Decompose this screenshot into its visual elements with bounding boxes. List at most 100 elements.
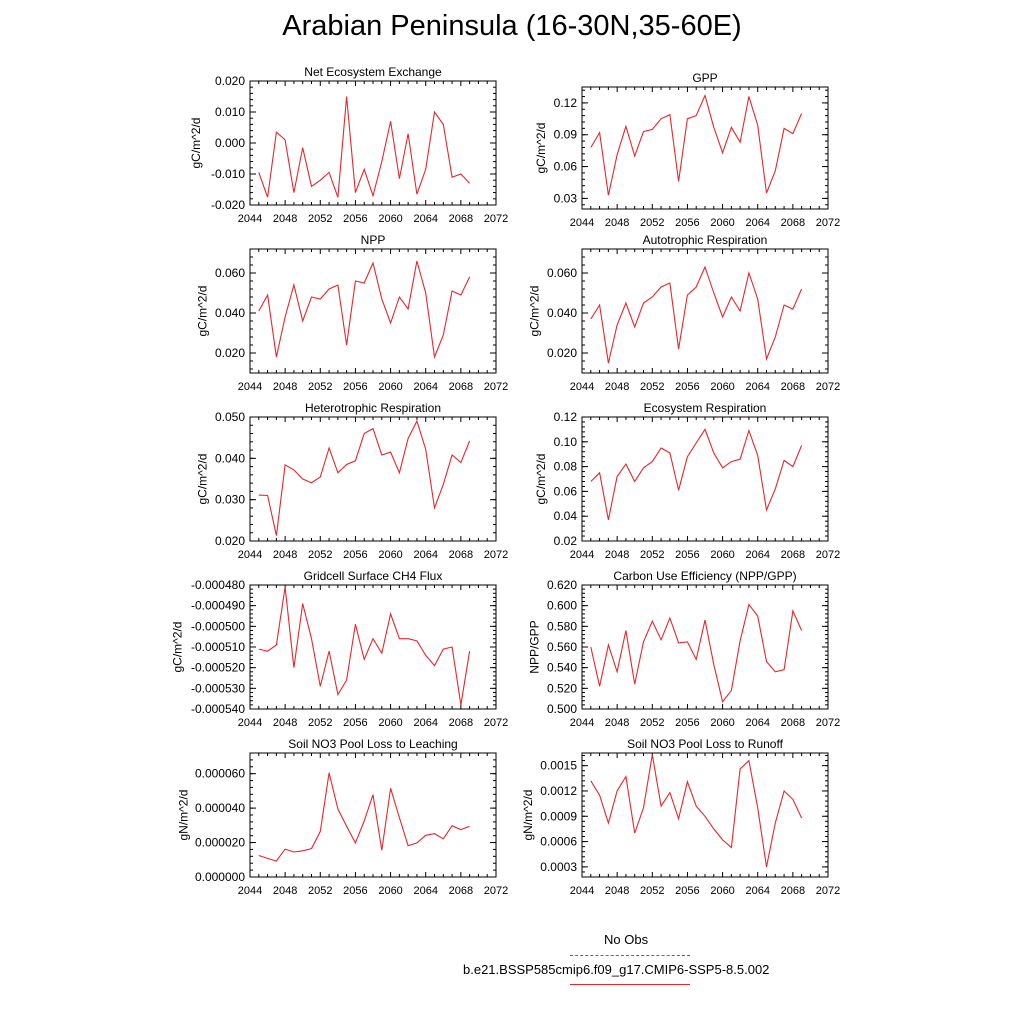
- x-tick-label: 2056: [675, 217, 699, 229]
- y-tick-label: 0.0015: [540, 759, 577, 773]
- series-line: [590, 428, 803, 521]
- x-tick-label: 2044: [570, 885, 594, 897]
- y-tick-label: 0.020: [215, 534, 245, 548]
- x-tick-label: 2048: [273, 717, 297, 729]
- x-tick-label: 2056: [343, 213, 367, 225]
- plot-frame: [581, 584, 829, 710]
- x-tick-label: 2072: [816, 717, 840, 729]
- x-tick-label: 2072: [816, 885, 840, 897]
- x-tick-label: 2068: [781, 885, 805, 897]
- legend-obs-label: No Obs: [604, 932, 649, 947]
- x-tick-label: 2068: [449, 885, 473, 897]
- x-tick-label: 2044: [570, 717, 594, 729]
- y-tick-label: 0.000: [215, 136, 245, 150]
- y-tick-label: 0.030: [215, 493, 245, 507]
- panel-title: Carbon Use Efficiency (NPP/GPP): [613, 569, 796, 583]
- y-tick-label: 0.0003: [540, 860, 577, 874]
- chart-panel-3: NPP 2044 2048 2052 2056 2060 2064 2068 2072 0.020…: [196, 233, 509, 393]
- x-tick-label: 2060: [710, 381, 734, 393]
- x-tick-label: 2060: [378, 213, 402, 225]
- y-tick-label: -0.010: [211, 167, 245, 181]
- x-tick-label: 2052: [640, 381, 664, 393]
- x-tick-label: 2056: [675, 885, 699, 897]
- y-tick-label: 0.000020: [195, 836, 245, 850]
- y-tick-label: 0.500: [547, 702, 577, 716]
- y-tick-label: -0.000500: [191, 619, 245, 633]
- y-tick-label: 0.0012: [540, 784, 577, 798]
- panel-title: Heterotrophic Respiration: [305, 401, 441, 415]
- x-tick-label: 2068: [781, 717, 805, 729]
- series-line: [258, 96, 471, 198]
- x-tick-label: 2060: [710, 217, 734, 229]
- x-tick-label: 2064: [745, 717, 769, 729]
- plot-frame: [249, 752, 497, 878]
- x-tick-label: 2044: [238, 549, 262, 561]
- y-tick-label: 0.020: [547, 346, 577, 360]
- legend-model-label: b.e21.BSSP585cmip6.f09_g17.CMIP6-SSP5-8.…: [463, 962, 770, 977]
- plot-frame: [581, 752, 829, 878]
- x-tick-label: 2068: [781, 217, 805, 229]
- y-tick-label: 0.12: [554, 96, 578, 110]
- y-tick-label: 0.040: [547, 306, 577, 320]
- x-tick-label: 2056: [675, 717, 699, 729]
- y-tick-label: 0.010: [215, 105, 245, 119]
- panel-title: Soil NO3 Pool Loss to Runoff: [627, 737, 784, 751]
- y-axis-label: NPP/GPP: [528, 620, 542, 673]
- y-tick-label: 0.060: [547, 266, 577, 280]
- y-axis-label: gN/m^2/d: [521, 790, 535, 841]
- y-tick-label: 0.040: [215, 306, 245, 320]
- y-tick-label: 0.12: [554, 410, 578, 424]
- chart-panel-9: Soil NO3 Pool Loss to Leaching 2044 2048 20…: [177, 737, 509, 897]
- panel-title: Ecosystem Respiration: [644, 401, 767, 415]
- y-tick-label: 0.560: [547, 640, 577, 654]
- x-tick-label: 2052: [640, 885, 664, 897]
- y-tick-label: 0.050: [215, 410, 245, 424]
- x-tick-label: 2064: [745, 381, 769, 393]
- y-tick-label: 0.06: [554, 484, 578, 498]
- x-tick-label: 2060: [378, 549, 402, 561]
- panel-title: Net Ecosystem Exchange: [304, 65, 442, 79]
- x-tick-label: 2044: [238, 381, 262, 393]
- x-tick-label: 2044: [238, 213, 262, 225]
- x-tick-label: 2060: [710, 549, 734, 561]
- x-tick-label: 2064: [413, 717, 437, 729]
- x-tick-label: 2064: [413, 549, 437, 561]
- y-tick-label: 0.09: [554, 128, 578, 142]
- y-tick-label: -0.000530: [191, 681, 245, 695]
- y-tick-label: 0.04: [554, 509, 578, 523]
- x-tick-label: 2068: [449, 213, 473, 225]
- x-tick-label: 2052: [308, 549, 332, 561]
- x-tick-label: 2060: [378, 381, 402, 393]
- y-axis-label: gC/m^2/d: [189, 118, 203, 169]
- x-tick-label: 2068: [781, 549, 805, 561]
- x-tick-label: 2048: [605, 717, 629, 729]
- x-tick-label: 2048: [273, 885, 297, 897]
- series-line: [590, 265, 803, 364]
- x-tick-label: 2072: [816, 381, 840, 393]
- chart-panel-4: Autotrophic Respiration 2044 2048 2052 2056 2…: [528, 233, 841, 393]
- x-tick-label: 2052: [308, 213, 332, 225]
- chart-panel-8: Carbon Use Efficiency (NPP/GPP) 2044 2048 2…: [528, 569, 841, 729]
- x-tick-label: 2060: [378, 717, 402, 729]
- x-tick-label: 2052: [308, 381, 332, 393]
- plot-frame: [581, 416, 829, 542]
- x-tick-label: 2052: [640, 717, 664, 729]
- plot-frame: [249, 416, 497, 542]
- x-tick-label: 2064: [413, 885, 437, 897]
- series-line: [590, 754, 803, 868]
- x-tick-label: 2052: [308, 717, 332, 729]
- x-tick-label: 2056: [343, 549, 367, 561]
- series-line: [590, 603, 803, 704]
- panel-title: Autotrophic Respiration: [643, 233, 768, 247]
- x-tick-label: 2048: [273, 549, 297, 561]
- y-tick-label: -0.000490: [191, 599, 245, 613]
- y-tick-label: 0.600: [547, 599, 577, 613]
- y-tick-label: -0.000510: [191, 640, 245, 654]
- x-tick-label: 2044: [238, 717, 262, 729]
- y-tick-label: 0.000060: [195, 767, 245, 781]
- x-tick-label: 2048: [273, 381, 297, 393]
- x-tick-label: 2048: [605, 885, 629, 897]
- y-tick-label: 0.020: [215, 346, 245, 360]
- x-tick-label: 2048: [605, 381, 629, 393]
- x-tick-label: 2072: [484, 885, 508, 897]
